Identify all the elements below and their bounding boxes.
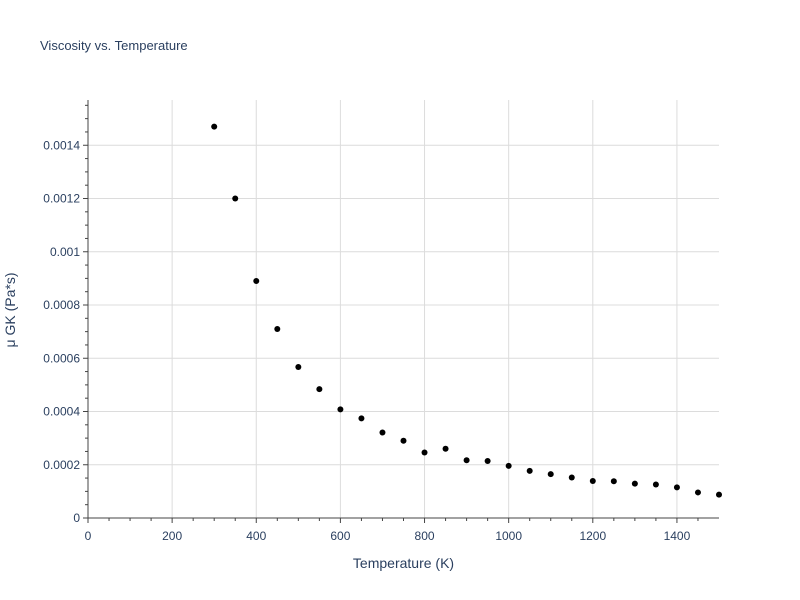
y-tick-label: 0.0004 [43, 405, 80, 419]
y-tick-label: 0.0008 [43, 298, 80, 312]
data-point [505, 462, 512, 469]
x-tick-label: 1400 [664, 529, 691, 543]
data-point [673, 484, 680, 491]
grid-layer [88, 100, 719, 518]
x-tick-label: 400 [246, 529, 266, 543]
data-point [652, 481, 659, 488]
data-point [631, 480, 638, 487]
data-point [526, 467, 533, 474]
data-point [484, 458, 491, 465]
x-tick-label: 1200 [579, 529, 606, 543]
data-point [337, 406, 344, 413]
data-point [463, 457, 470, 464]
data-point [568, 474, 575, 481]
data-point [358, 415, 365, 422]
y-tick-label: 0.0002 [43, 458, 80, 472]
data-point [589, 477, 596, 484]
data-point [211, 123, 218, 130]
data-point [442, 445, 449, 452]
data-point [694, 489, 701, 496]
y-tick-label: 0 [73, 511, 80, 525]
data-point [547, 471, 554, 478]
x-tick-label: 0 [85, 529, 92, 543]
chart-title: Viscosity vs. Temperature [40, 38, 188, 53]
data-point [421, 449, 428, 456]
data-points [211, 123, 722, 498]
data-point [716, 491, 722, 498]
x-tick-label: 200 [162, 529, 182, 543]
axis-layer [83, 100, 719, 523]
y-tick-label: 0.001 [50, 245, 80, 259]
data-point [274, 325, 281, 332]
data-point [316, 386, 323, 393]
x-tick-label: 1000 [495, 529, 522, 543]
tick-label-layer: 0 200 400 600 800 1000 1200 1400 0 0.0002 0.0004 0.… [43, 138, 690, 543]
x-tick-label: 600 [330, 529, 350, 543]
data-point [295, 364, 302, 371]
data-point [379, 429, 386, 436]
x-axis-title: Temperature (K) [353, 555, 454, 571]
y-tick-label: 0.0014 [43, 138, 80, 152]
data-point [610, 478, 617, 485]
x-tick-label: 800 [415, 529, 435, 543]
data-point [253, 278, 260, 285]
data-point [232, 195, 239, 202]
y-tick-label: 0.0006 [43, 351, 80, 365]
y-tick-label: 0.0012 [43, 192, 80, 206]
data-point [400, 437, 407, 444]
y-axis-title: μ GK (Pa*s) [2, 273, 18, 348]
